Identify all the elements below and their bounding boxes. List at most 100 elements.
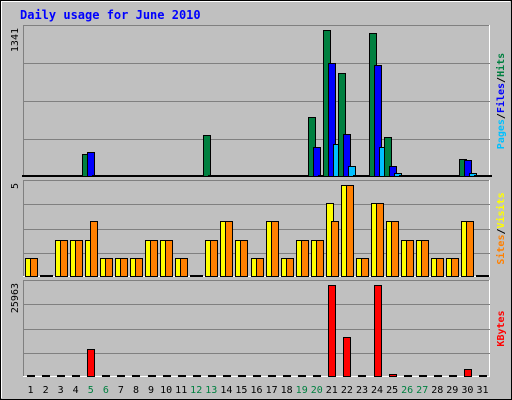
bar-kbytes-day-20 bbox=[313, 375, 321, 377]
bar-hits-day-22 bbox=[338, 73, 346, 177]
bar-kbytes-day-12 bbox=[193, 375, 201, 377]
day-label-7: 7 bbox=[118, 385, 124, 396]
bar-kbytes-day-8 bbox=[132, 375, 140, 377]
bar-kbytes-day-6 bbox=[102, 375, 110, 377]
bar-sites-day-20 bbox=[316, 240, 324, 277]
bar-kbytes-day-26 bbox=[404, 375, 412, 377]
bar-sites-day-4 bbox=[75, 240, 83, 277]
bar-files-day-25 bbox=[389, 166, 397, 177]
bar-kbytes-day-15 bbox=[238, 375, 246, 377]
bar-sites-day-5 bbox=[90, 221, 98, 277]
legend-pages-files-hits: Pages/Files/Hits bbox=[495, 53, 507, 149]
bar-kbytes-day-18 bbox=[283, 375, 291, 377]
chart-title: Daily usage for June 2010 bbox=[20, 8, 201, 22]
day-label-12: 12 bbox=[190, 385, 202, 396]
legend-separator: / bbox=[496, 113, 507, 119]
legend-item-hits: Hits bbox=[495, 53, 507, 77]
bar-sites-day-13 bbox=[210, 240, 218, 277]
bar-kbytes-day-27 bbox=[419, 375, 427, 377]
panel-kbytes: 25963 KBytes bbox=[10, 280, 507, 377]
bar-files-day-30 bbox=[464, 160, 472, 177]
bar-pages-day-31 bbox=[484, 175, 492, 177]
y-axis-max-label: 5 bbox=[10, 183, 21, 189]
plot-area bbox=[23, 280, 490, 377]
bar-kbytes-day-23 bbox=[358, 375, 366, 377]
bar-files-day-5 bbox=[87, 152, 95, 177]
bar-sites-day-28 bbox=[436, 258, 444, 277]
chart-panels: 1341 Pages/Files/Hits 5 Sites / Visits 25963 KB… bbox=[10, 25, 507, 377]
panel-visits-sites: 5 Sites/Visits bbox=[10, 180, 507, 277]
bar-sites-day-15 bbox=[240, 240, 248, 277]
bar-kbytes-day-2 bbox=[42, 375, 50, 377]
legend-item-kbytes: KBytes bbox=[496, 310, 507, 346]
bar-kbytes-day-13 bbox=[208, 375, 216, 377]
bar-sites-day-16 bbox=[256, 258, 264, 277]
bar-kbytes-day-19 bbox=[298, 375, 306, 377]
legend-item-files: Files bbox=[495, 83, 507, 113]
y-axis-max-label: 1341 bbox=[10, 28, 21, 52]
legend-item-visits: Visits bbox=[495, 192, 507, 228]
bar-kbytes-day-16 bbox=[253, 375, 261, 377]
day-label-16: 16 bbox=[250, 385, 262, 396]
bar-kbytes-day-3 bbox=[57, 375, 65, 377]
bar-sites-day-12 bbox=[195, 275, 203, 277]
day-label-26: 26 bbox=[401, 385, 413, 396]
bar-sites-day-24 bbox=[376, 203, 384, 277]
bar-kbytes-day-29 bbox=[449, 375, 457, 377]
day-label-23: 23 bbox=[356, 385, 368, 396]
day-label-19: 19 bbox=[296, 385, 308, 396]
day-label-5: 5 bbox=[88, 385, 94, 396]
day-label-2: 2 bbox=[43, 385, 49, 396]
bar-sites-day-29 bbox=[451, 258, 459, 277]
bar-sites-day-6 bbox=[105, 258, 113, 277]
bar-kbytes-day-22 bbox=[343, 337, 351, 377]
day-label-3: 3 bbox=[58, 385, 64, 396]
bar-files-day-24 bbox=[374, 65, 382, 177]
day-label-31: 31 bbox=[476, 385, 488, 396]
legend-item-sites: Sites bbox=[495, 235, 507, 265]
day-label-15: 15 bbox=[235, 385, 247, 396]
bar-kbytes-day-9 bbox=[148, 375, 156, 377]
bar-kbytes-day-1 bbox=[27, 375, 35, 377]
bar-files-day-20 bbox=[313, 147, 321, 177]
bar-kbytes-day-5 bbox=[87, 349, 95, 377]
bar-pages-day-22 bbox=[348, 166, 356, 177]
bar-kbytes-day-28 bbox=[434, 375, 442, 377]
bar-kbytes-day-21 bbox=[328, 285, 336, 377]
bar-sites-day-26 bbox=[406, 240, 414, 277]
bar-sites-day-11 bbox=[180, 258, 188, 277]
bar-sites-day-27 bbox=[421, 240, 429, 277]
day-label-24: 24 bbox=[371, 385, 383, 396]
day-label-11: 11 bbox=[175, 385, 187, 396]
bar-kbytes-day-17 bbox=[268, 375, 276, 377]
legend-kbytes: KBytes bbox=[496, 310, 507, 346]
bar-sites-day-9 bbox=[150, 240, 158, 277]
bar-kbytes-day-30 bbox=[464, 369, 472, 377]
legend-separator: / bbox=[496, 77, 507, 83]
day-label-18: 18 bbox=[281, 385, 293, 396]
bar-sites-day-30 bbox=[466, 221, 474, 277]
day-label-30: 30 bbox=[461, 385, 473, 396]
day-label-6: 6 bbox=[103, 385, 109, 396]
bar-sites-day-18 bbox=[286, 258, 294, 277]
y-axis-max-label: 25963 bbox=[10, 283, 21, 313]
day-label-14: 14 bbox=[220, 385, 232, 396]
bar-sites-day-22 bbox=[346, 185, 354, 277]
bar-kbytes-day-11 bbox=[178, 375, 186, 377]
day-label-13: 13 bbox=[205, 385, 217, 396]
bar-files-day-21 bbox=[328, 63, 336, 177]
day-label-28: 28 bbox=[431, 385, 443, 396]
day-label-8: 8 bbox=[133, 385, 139, 396]
day-label-29: 29 bbox=[446, 385, 458, 396]
bar-sites-day-21 bbox=[331, 221, 339, 277]
bar-sites-day-3 bbox=[60, 240, 68, 277]
day-label-27: 27 bbox=[416, 385, 428, 396]
day-axis: 1 2 3 4 5 6 7 8 9 10 11 12 13 14 15 16 17 18 19 20 21 22 23 24 2… bbox=[27, 385, 488, 396]
bar-sites-day-10 bbox=[165, 240, 173, 277]
bar-kbytes-day-10 bbox=[163, 375, 171, 377]
bar-files-day-22 bbox=[343, 134, 351, 177]
bar-sites-day-31 bbox=[481, 275, 489, 277]
bar-sites-day-25 bbox=[391, 221, 399, 277]
bar-kbytes-day-7 bbox=[117, 375, 125, 377]
